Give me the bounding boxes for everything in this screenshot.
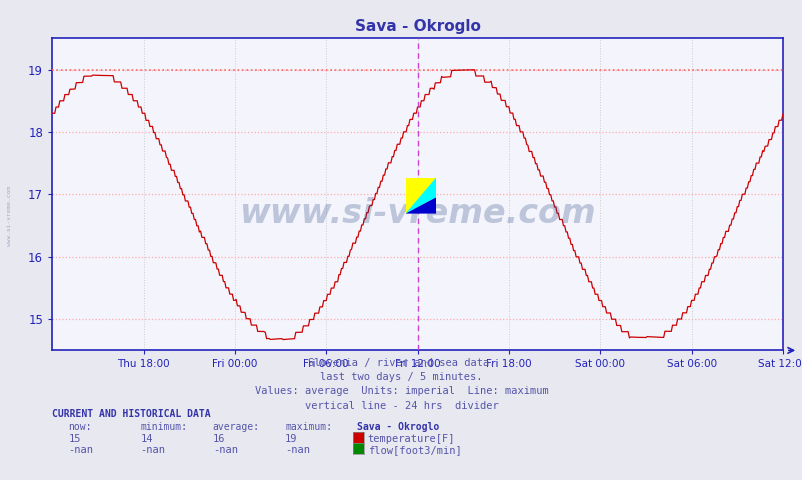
- Text: 15: 15: [68, 434, 81, 444]
- Text: minimum:: minimum:: [140, 422, 188, 432]
- Polygon shape: [405, 178, 435, 214]
- Text: -nan: -nan: [140, 445, 165, 455]
- Text: -nan: -nan: [285, 445, 310, 455]
- Text: temperature[F]: temperature[F]: [367, 434, 455, 444]
- Text: maximum:: maximum:: [285, 422, 332, 432]
- Text: www.si-vreme.com: www.si-vreme.com: [7, 186, 12, 246]
- Text: www.si-vreme.com: www.si-vreme.com: [239, 197, 595, 229]
- Text: -nan: -nan: [68, 445, 93, 455]
- Polygon shape: [405, 178, 435, 214]
- Text: Values: average  Units: imperial  Line: maximum: Values: average Units: imperial Line: ma…: [254, 386, 548, 396]
- Text: 14: 14: [140, 434, 153, 444]
- Text: -nan: -nan: [213, 445, 237, 455]
- Text: Slovenia / river and sea data.: Slovenia / river and sea data.: [307, 358, 495, 368]
- Text: Sava - Okroglo: Sava - Okroglo: [357, 422, 439, 432]
- Text: 16: 16: [213, 434, 225, 444]
- Text: last two days / 5 minutes.: last two days / 5 minutes.: [320, 372, 482, 382]
- Text: vertical line - 24 hrs  divider: vertical line - 24 hrs divider: [304, 401, 498, 411]
- Text: average:: average:: [213, 422, 260, 432]
- Text: 19: 19: [285, 434, 298, 444]
- Polygon shape: [405, 197, 435, 214]
- Text: CURRENT AND HISTORICAL DATA: CURRENT AND HISTORICAL DATA: [52, 409, 211, 419]
- Text: now:: now:: [68, 422, 91, 432]
- Title: Sava - Okroglo: Sava - Okroglo: [354, 20, 480, 35]
- Text: flow[foot3/min]: flow[foot3/min]: [367, 445, 461, 455]
